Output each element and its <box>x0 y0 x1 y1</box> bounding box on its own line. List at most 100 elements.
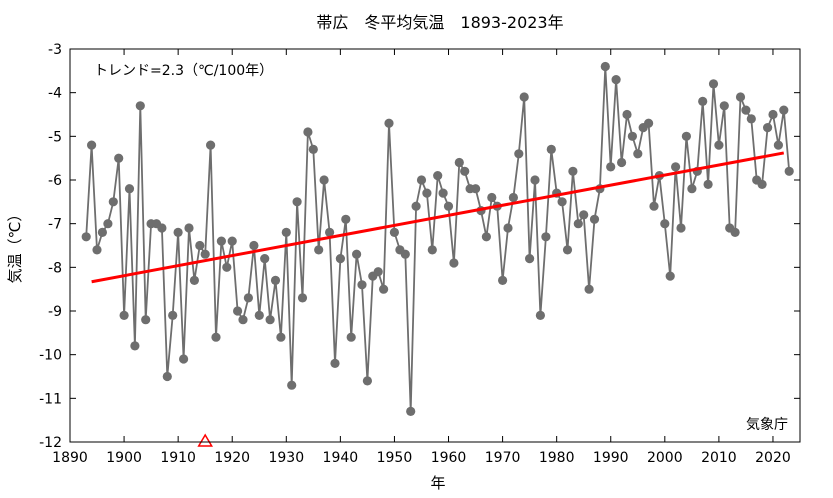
data-point <box>373 267 383 277</box>
data-point <box>757 179 767 189</box>
y-tick-label: -11 <box>39 391 62 407</box>
data-point <box>649 201 659 211</box>
data-point <box>498 275 508 285</box>
data-point <box>119 310 129 320</box>
data-point <box>541 232 551 242</box>
y-tick-label: -5 <box>48 129 62 145</box>
data-point <box>162 371 172 382</box>
data-point <box>173 227 183 237</box>
trend-label: トレンド=2.3（℃/100年） <box>94 63 273 79</box>
data-point <box>325 227 335 237</box>
data-point <box>168 310 178 320</box>
y-axis-label: 気温（℃） <box>6 207 24 284</box>
data-point <box>130 341 140 351</box>
data-point <box>314 245 324 255</box>
y-tick-label: -6 <box>48 173 62 189</box>
data-point <box>557 197 567 207</box>
data-point <box>438 188 448 198</box>
data-point <box>265 315 275 325</box>
data-point <box>211 332 221 342</box>
data-point <box>665 271 675 281</box>
data-point <box>254 310 264 320</box>
plot-frame <box>69 48 801 443</box>
data-point <box>124 184 135 194</box>
data-point <box>384 118 394 128</box>
data-point <box>303 127 313 137</box>
y-tick-label: -3 <box>48 42 62 58</box>
data-point <box>676 223 686 233</box>
data-point <box>600 61 610 72</box>
trend-line <box>91 151 785 284</box>
data-point <box>746 114 756 124</box>
data-point <box>427 245 437 255</box>
data-point <box>730 227 740 237</box>
data-point <box>379 284 389 294</box>
data-point <box>579 210 589 220</box>
data-point <box>443 201 454 211</box>
data-point <box>687 184 697 194</box>
data-point <box>352 249 362 259</box>
data-point <box>622 109 632 120</box>
y-tick-label: -10 <box>39 348 62 364</box>
data-point <box>530 175 540 185</box>
data-point <box>195 240 205 251</box>
data-point <box>411 201 421 211</box>
data-point <box>389 227 399 237</box>
x-tick-label: 1950 <box>377 450 413 466</box>
data-point <box>671 162 681 172</box>
y-tick-label: -12 <box>39 435 62 451</box>
x-tick-label: 1930 <box>268 450 304 466</box>
data-point <box>114 153 124 163</box>
data-point <box>525 254 535 264</box>
data-point <box>362 376 372 386</box>
data-point <box>260 254 270 264</box>
x-tick-label: 1910 <box>160 450 196 466</box>
data-point <box>433 171 443 181</box>
source-label: 気象庁 <box>746 417 788 433</box>
data-point <box>768 109 778 120</box>
x-tick-label: 1890 <box>52 450 88 466</box>
data-point <box>184 223 194 233</box>
x-tick-label: 1940 <box>323 450 359 466</box>
data-point <box>546 144 556 154</box>
x-tick-label: 1900 <box>106 450 142 466</box>
data-point <box>97 227 107 237</box>
y-tick-label: -8 <box>48 260 62 276</box>
x-tick-label: 2020 <box>755 450 791 466</box>
data-point <box>763 123 773 133</box>
data-point <box>514 149 524 159</box>
data-point <box>568 166 578 176</box>
data-point <box>200 249 210 259</box>
data-point <box>481 232 491 242</box>
data-point <box>400 249 410 259</box>
data-point <box>81 232 91 242</box>
data-point <box>562 245 573 255</box>
data-point <box>297 293 308 303</box>
data-point <box>471 184 481 194</box>
data-point <box>103 219 113 229</box>
data-point <box>243 293 253 303</box>
y-tick-label: -7 <box>48 217 62 233</box>
data-point <box>276 332 286 342</box>
data-point <box>416 175 427 185</box>
data-point <box>660 219 670 229</box>
data-point <box>270 275 281 285</box>
data-point <box>87 140 97 150</box>
data-point <box>487 192 497 203</box>
data-point <box>508 192 518 203</box>
data-point <box>719 101 729 111</box>
data-point <box>422 188 432 198</box>
data-point <box>206 140 216 150</box>
data-point <box>773 140 784 150</box>
data-point <box>708 79 719 89</box>
data-point <box>135 101 145 111</box>
series-line <box>85 66 791 412</box>
data-point <box>703 179 713 189</box>
data-point <box>108 197 118 207</box>
chart-title: 帯広 冬平均気温 1893-2023年 <box>316 13 563 32</box>
data-point <box>735 92 746 102</box>
y-tick-label: -4 <box>48 86 62 102</box>
data-point <box>741 105 751 115</box>
data-point <box>611 75 621 85</box>
